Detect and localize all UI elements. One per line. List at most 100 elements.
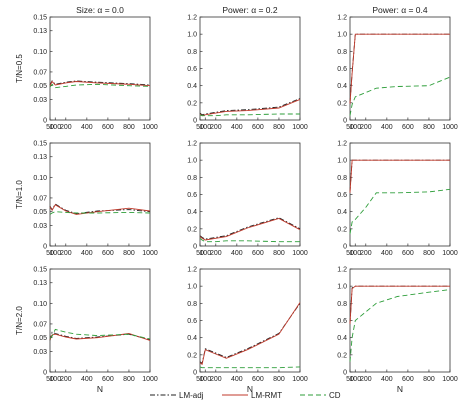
x-tick-label: 600 bbox=[252, 250, 264, 257]
series-line-lm-adj bbox=[49, 331, 151, 341]
y-tick-label: 0.4 bbox=[337, 209, 347, 216]
series-line-lm-rmt bbox=[349, 285, 450, 324]
x-tick-label: 800 bbox=[423, 250, 435, 257]
y-tick-label: 0.8 bbox=[337, 301, 347, 308]
x-tick-label: 400 bbox=[81, 376, 93, 383]
x-tick-label: 400 bbox=[231, 124, 243, 131]
x-tick-label: 1000 bbox=[292, 376, 308, 383]
y-tick-label: 0.03 bbox=[33, 349, 47, 356]
series-line-lm-adj bbox=[199, 217, 301, 240]
subplot-title: Power: α = 0.4 bbox=[372, 5, 428, 15]
y-tick-label: 1.0 bbox=[337, 32, 347, 39]
x-tick-label: 100 bbox=[49, 376, 61, 383]
x-tick-label: 600 bbox=[252, 124, 264, 131]
series-line-lm-rmt bbox=[199, 302, 301, 366]
axes-frame bbox=[199, 16, 301, 121]
axes-frame bbox=[349, 268, 451, 373]
x-tick-label: 1000 bbox=[142, 376, 158, 383]
x-tick-label: 800 bbox=[273, 376, 285, 383]
y-tick-label: 1.0 bbox=[337, 158, 347, 165]
y-tick-label: 0 bbox=[193, 244, 197, 251]
y-tick-label: 0 bbox=[193, 370, 197, 377]
series-line-cd bbox=[199, 113, 300, 117]
x-tick-label: 800 bbox=[423, 124, 435, 131]
subplot-title: Power: α = 0.2 bbox=[222, 5, 278, 15]
series-line-lm-rmt bbox=[49, 80, 151, 87]
x-tick-label: 100 bbox=[199, 124, 211, 131]
y-tick-label: 0.2 bbox=[337, 100, 347, 107]
x-tick-label: 600 bbox=[102, 124, 114, 131]
y-tick-label: 1.0 bbox=[187, 284, 197, 291]
x-tick-label: 200 bbox=[210, 124, 222, 131]
y-tick-label: 0.05 bbox=[33, 209, 47, 216]
x-tick-label: 1000 bbox=[292, 124, 308, 131]
y-tick-label: 0.05 bbox=[33, 335, 47, 342]
legend-label-lm-rmt: LM-RMT bbox=[251, 391, 282, 400]
x-tick-label: 800 bbox=[273, 250, 285, 257]
y-tick-label: 0.10 bbox=[33, 49, 47, 56]
y-tick-label: 0.03 bbox=[33, 97, 47, 104]
legend: LM-adj LM-RMT CD bbox=[150, 391, 341, 400]
series-line-lm-adj bbox=[49, 80, 151, 86]
y-tick-label: 0 bbox=[343, 118, 347, 125]
x-tick-label: 200 bbox=[360, 376, 372, 383]
x-tick-label: 400 bbox=[381, 124, 393, 131]
y-tick-label: 0.6 bbox=[337, 192, 347, 199]
x-tick-label: 50 bbox=[346, 124, 354, 131]
x-tick-label: 600 bbox=[402, 124, 414, 131]
y-tick-label: 1.2 bbox=[337, 267, 347, 274]
row-label: T/N=0.5 bbox=[15, 54, 24, 83]
x-tick-label: 400 bbox=[381, 250, 393, 257]
y-tick-label: 0.8 bbox=[187, 301, 197, 308]
x-axis-label: N bbox=[247, 384, 253, 394]
axes-frame bbox=[349, 16, 451, 121]
x-tick-label: 50 bbox=[46, 124, 54, 131]
x-tick-label: 200 bbox=[210, 250, 222, 257]
x-tick-label: 200 bbox=[60, 124, 72, 131]
x-tick-label: 50 bbox=[196, 124, 204, 131]
y-tick-label: 0.07 bbox=[33, 69, 47, 76]
y-tick-label: 0.8 bbox=[337, 175, 347, 182]
series-line-lm-adj bbox=[199, 303, 301, 365]
y-tick-label: 0.6 bbox=[337, 318, 347, 325]
axes-frame bbox=[199, 142, 301, 247]
y-tick-label: 0.8 bbox=[337, 49, 347, 56]
x-tick-label: 400 bbox=[231, 250, 243, 257]
x-tick-label: 800 bbox=[423, 376, 435, 383]
y-tick-label: 1.2 bbox=[187, 15, 197, 22]
x-tick-label: 800 bbox=[123, 250, 135, 257]
y-tick-label: 0 bbox=[43, 370, 47, 377]
x-tick-label: 100 bbox=[49, 250, 61, 257]
y-tick-label: 1.2 bbox=[337, 141, 347, 148]
x-tick-label: 800 bbox=[123, 124, 135, 131]
y-tick-label: 0.4 bbox=[337, 83, 347, 90]
y-tick-label: 0 bbox=[43, 118, 47, 125]
y-tick-label: 0.4 bbox=[337, 335, 347, 342]
y-tick-label: 0.2 bbox=[337, 352, 347, 359]
y-tick-label: 0.2 bbox=[337, 226, 347, 233]
x-tick-label: 200 bbox=[360, 250, 372, 257]
y-tick-label: 0.03 bbox=[33, 223, 47, 230]
x-tick-label: 800 bbox=[273, 124, 285, 131]
x-tick-label: 100 bbox=[49, 124, 61, 131]
y-tick-label: 0.15 bbox=[33, 141, 47, 148]
y-tick-label: 0.05 bbox=[33, 83, 47, 90]
series-line-cd bbox=[199, 366, 301, 369]
y-tick-label: 1.0 bbox=[187, 158, 197, 165]
y-tick-label: 0.15 bbox=[33, 15, 47, 22]
axes-frame bbox=[49, 142, 151, 247]
y-tick-label: 0.6 bbox=[187, 318, 197, 325]
y-tick-label: 0.6 bbox=[187, 192, 197, 199]
y-tick-label: 0.4 bbox=[187, 209, 197, 216]
x-tick-label: 600 bbox=[402, 376, 414, 383]
x-tick-label: 100 bbox=[199, 250, 211, 257]
x-tick-label: 200 bbox=[360, 124, 372, 131]
x-tick-label: 600 bbox=[402, 250, 414, 257]
y-tick-label: 0 bbox=[193, 118, 197, 125]
y-tick-label: 0.8 bbox=[187, 175, 197, 182]
